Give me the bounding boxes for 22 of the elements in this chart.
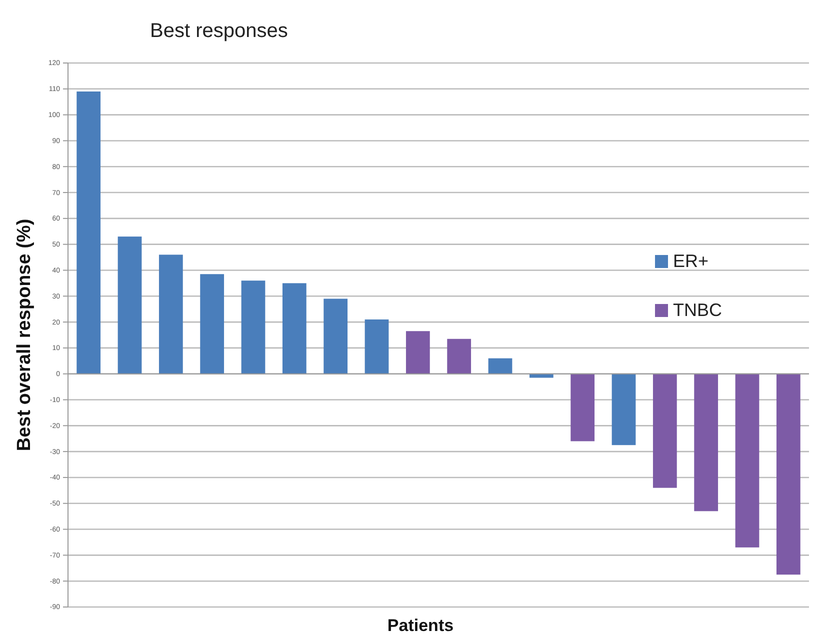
bar xyxy=(776,374,800,575)
bar xyxy=(282,283,306,374)
bar xyxy=(406,331,430,374)
legend-label: ER+ xyxy=(673,251,709,271)
bar xyxy=(364,319,389,374)
bar xyxy=(694,374,718,512)
bar xyxy=(488,358,512,374)
bar xyxy=(324,298,348,374)
bar xyxy=(652,374,677,488)
bar xyxy=(447,338,472,374)
bar xyxy=(570,374,595,442)
bar xyxy=(76,91,101,374)
bar xyxy=(612,374,636,446)
x-axis-title: Patients xyxy=(387,616,454,635)
bar xyxy=(735,374,760,548)
legend-label: TNBC xyxy=(673,300,722,320)
bar xyxy=(158,254,183,374)
bar xyxy=(241,280,266,374)
y-axis-title: Best overall response (%) xyxy=(14,218,35,452)
bar xyxy=(200,274,224,374)
chart-title: Best responses xyxy=(150,20,288,42)
bar xyxy=(118,236,142,374)
